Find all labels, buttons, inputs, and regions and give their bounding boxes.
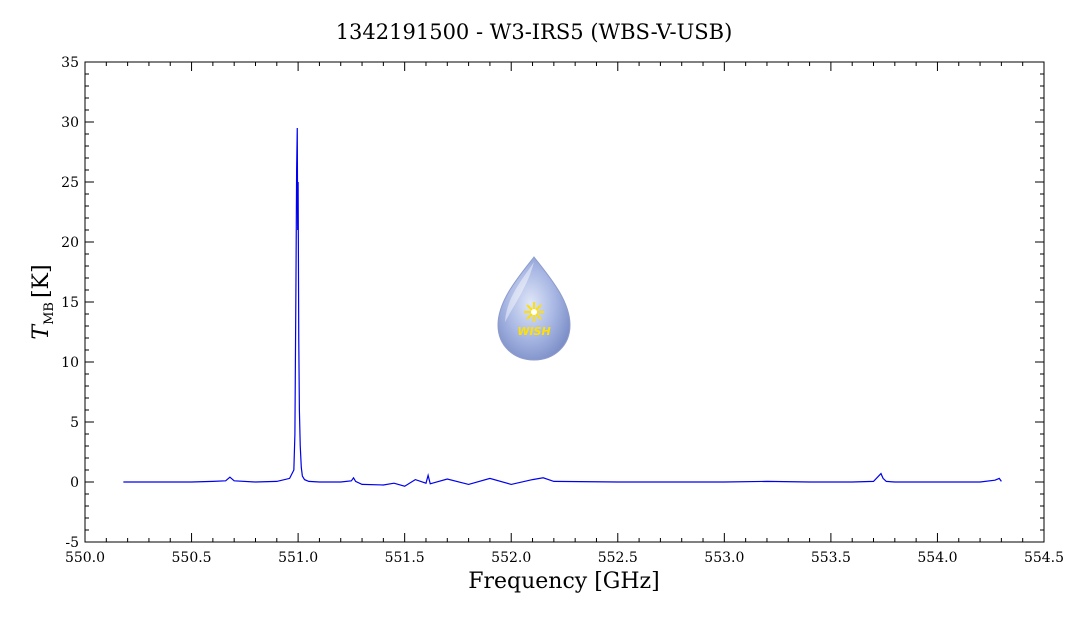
y-tick-label: 5 [70,415,79,431]
x-tick-labels: 550.0 550.5 551.0 551.5 552.0 552.5 553.0 553.5… [65,550,1064,566]
y-axis-symbol: T [29,323,54,340]
x-tick-label: 552.5 [598,550,638,566]
x-tick-label: 554.5 [1024,550,1064,566]
y-axis-label: TMB [K] [29,264,57,339]
y-tick-label: 0 [70,475,79,491]
y-tick-label: 20 [61,235,79,251]
spectrum-line [123,127,1002,487]
x-tick-label: 552.0 [491,550,531,566]
chart-title: 1342191500 - W3-IRS5 (WBS-V-USB) [336,20,733,44]
y-tick-label: 30 [61,115,79,131]
svg-text:TMB[K]: TMB [K] [29,264,57,339]
wish-logo: WISH [497,256,571,361]
y-tick-label: 15 [61,295,79,311]
x-tick-label: 553.5 [811,550,851,566]
x-axis-label: Frequency [GHz] [468,569,660,594]
logo-text: WISH [517,325,550,338]
x-tick-label: 553.0 [704,550,744,566]
plot-frame [84,61,1045,543]
y-tick-label: 25 [61,175,79,191]
y-tick-labels: -5 0 5 10 15 20 25 30 35 [61,55,79,551]
y-tick-label: -5 [65,535,79,551]
x-tick-label: 550.5 [172,550,212,566]
x-tick-label: 550.0 [65,550,105,566]
x-tick-label: 554.0 [917,550,957,566]
x-tick-label: 551.5 [385,550,425,566]
y-tick-label: 35 [61,55,79,71]
x-tick-label: 551.0 [278,550,318,566]
y-axis-unit: [K] [29,264,54,298]
y-axis-subscript: MB [42,302,57,325]
y-tick-label: 10 [61,355,79,371]
